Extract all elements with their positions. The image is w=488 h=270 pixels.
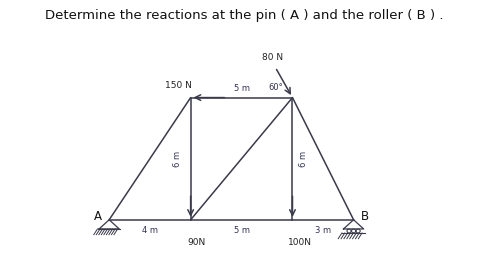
Text: Determine the reactions at the pin ( A ) and the roller ( B ) .: Determine the reactions at the pin ( A )… <box>45 9 443 22</box>
Text: 6 m: 6 m <box>299 151 308 167</box>
Text: A: A <box>94 210 102 223</box>
Text: 90N: 90N <box>187 238 206 247</box>
Text: 5 m: 5 m <box>234 84 249 93</box>
Text: 100N: 100N <box>287 238 312 247</box>
Text: 150 N: 150 N <box>165 82 192 90</box>
Text: 80 N: 80 N <box>262 53 283 62</box>
Text: 6 m: 6 m <box>173 151 182 167</box>
Text: 3 m: 3 m <box>315 227 331 235</box>
Text: 5 m: 5 m <box>234 227 249 235</box>
Text: 60°: 60° <box>268 83 284 93</box>
Text: 4 m: 4 m <box>142 227 158 235</box>
Text: B: B <box>361 210 369 223</box>
